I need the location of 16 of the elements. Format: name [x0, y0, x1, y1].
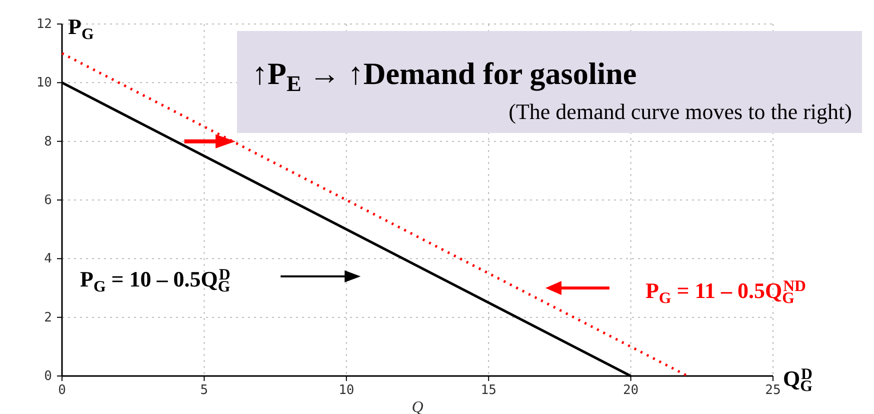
text: ↑P$_{E}$ → ↑Demand for gasoline	[252, 56, 637, 96]
y-tick-label: 8	[44, 134, 52, 150]
text: (The demand curve moves to the right)	[508, 99, 852, 124]
y-tick-label: 0	[44, 369, 52, 384]
x-tick-label: 10	[338, 383, 354, 398]
y-tick-label: 2	[44, 310, 52, 326]
y-tick-label: 12	[36, 17, 52, 32]
y-tick-label: 6	[44, 193, 52, 208]
x-tick-label: 15	[480, 383, 496, 398]
x-tick-label: 25	[765, 383, 781, 398]
y-tick-label: 4	[44, 252, 52, 267]
x-tick-label: 0	[58, 383, 66, 398]
y-axis-title: P$_{G}$	[68, 14, 94, 43]
y-tick-label: 10	[36, 76, 52, 91]
x-tick-label: 20	[622, 383, 639, 398]
x-tick-label: 5	[200, 383, 208, 398]
